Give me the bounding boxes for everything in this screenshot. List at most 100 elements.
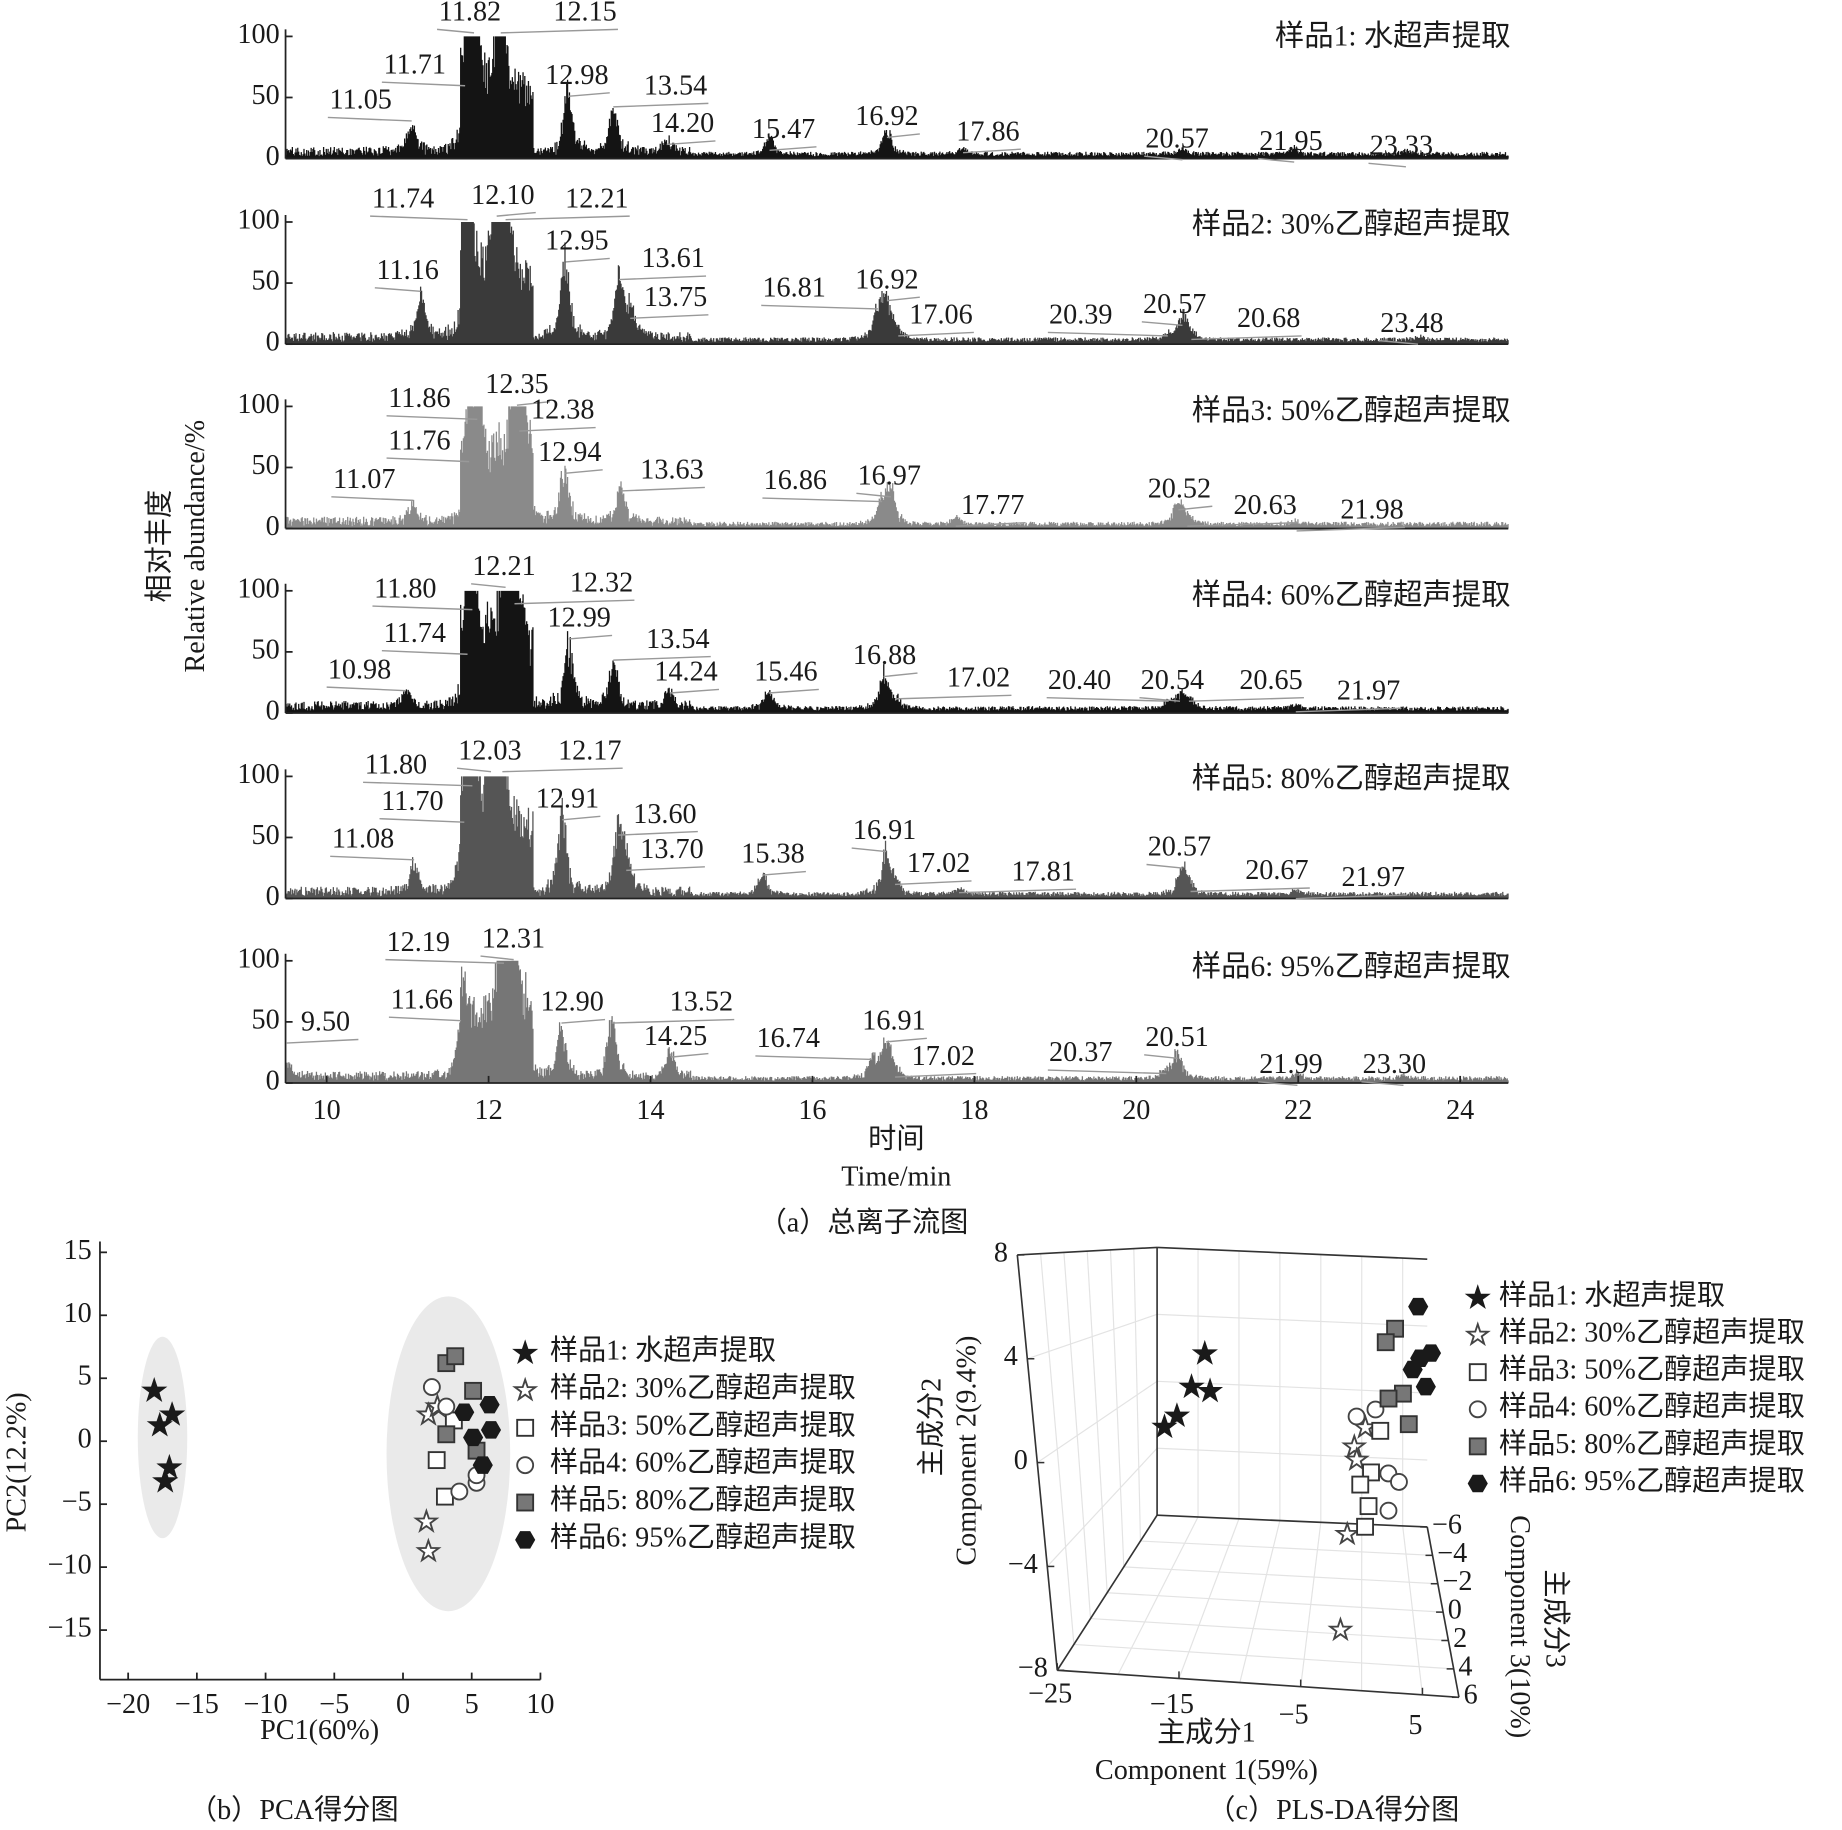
sample-title: 样品6: 95%乙醇超声提取 (1192, 950, 1511, 983)
peak-label: 17.02 (947, 663, 1010, 694)
peak-label: 11.82 (439, 0, 501, 28)
panel-a-caption: （a）总离子流图 (759, 1207, 969, 1239)
data-point (1163, 1402, 1191, 1428)
peak-label: 20.68 (1237, 303, 1300, 334)
y-tick-label: −15 (48, 1613, 92, 1644)
data-point (1327, 1616, 1354, 1642)
x-tick-label: 20 (1122, 1095, 1150, 1126)
data-point (1196, 1377, 1224, 1403)
grid-line (1123, 1566, 1438, 1585)
legend-label: 样品4: 60%乙醇超声提取 (550, 1447, 856, 1479)
grid-line (1090, 1617, 1449, 1642)
peak-label: 12.32 (570, 567, 633, 598)
y-tick-label: 50 (252, 820, 280, 851)
y-tick-label: 50 (252, 450, 280, 481)
back-floor-edge (1157, 1514, 1428, 1528)
peak-leader-line (883, 672, 918, 678)
chromatogram-sample-4: 100 50 0 样品4: 60%乙醇超声提取 10.98 11.74 11.80 12.21… (237, 551, 1510, 726)
peak-leader-line (958, 888, 1077, 894)
peak-leader-line (762, 497, 883, 503)
peak-leader-line (502, 767, 623, 773)
peak-leader-line (1296, 526, 1405, 532)
peak-label: 20.57 (1148, 832, 1211, 863)
y-tick-label: 0 (266, 327, 280, 358)
peak-leader-line (1295, 894, 1407, 900)
peak-label: 11.66 (391, 984, 453, 1015)
x-tick-label: −5 (1279, 1700, 1309, 1731)
data-point (437, 1425, 456, 1444)
peak-label: 21.95 (1259, 126, 1322, 157)
grid-line (1063, 1252, 1092, 1619)
data-point (146, 1411, 173, 1437)
legend-label: 样品1: 水超声提取 (1499, 1279, 1725, 1311)
peak-label: 20.65 (1239, 665, 1302, 696)
peak-label: 21.97 (1337, 675, 1400, 706)
peak-label: 12.03 (458, 735, 521, 766)
grid-line (1133, 1248, 1142, 1542)
y-tick-label: 4 (1004, 1341, 1018, 1372)
peak-label: 20.39 (1049, 300, 1112, 331)
x-tick-label: 0 (396, 1689, 410, 1720)
y-axis-title-en: Component 2(9.4%) (952, 1336, 983, 1566)
grid-line (1157, 1447, 1428, 1461)
data-point (1151, 1413, 1178, 1439)
data-point (1366, 1400, 1385, 1419)
peak-leader-line (1139, 697, 1181, 702)
peak-leader-line (955, 521, 1026, 527)
peak-label: 16.92 (855, 264, 918, 295)
peak-leader-line (286, 1038, 359, 1044)
data-point (1386, 1319, 1405, 1338)
panel-c-caption: （c）PLS-DA得分图 (1207, 1794, 1459, 1826)
grid-line (1073, 1643, 1454, 1670)
peak-label: 12.10 (471, 180, 534, 211)
data-point (464, 1381, 483, 1400)
data-point (1356, 1517, 1374, 1536)
peak-leader-line (613, 655, 711, 661)
peak-label: 12.21 (565, 183, 628, 214)
peak-label: 12.38 (531, 395, 594, 426)
peak-leader-line (1191, 335, 1302, 341)
sample-title: 样品5: 80%乙醇超声提取 (1192, 762, 1511, 795)
x-tick-label: 10 (526, 1689, 554, 1720)
y-tick-label: 10 (64, 1298, 92, 1329)
pca-series-4 (422, 1378, 486, 1501)
component1-axis (1057, 1669, 1460, 1699)
legend-marker (1464, 1321, 1491, 1347)
peak-label: 11.86 (388, 383, 450, 414)
x-tick-label: −10 (244, 1689, 288, 1720)
chromatogram-sample-5: 100 50 0 样品5: 80%乙醇超声提取 11.08 11.70 11.80 12.03… (237, 735, 1510, 912)
peak-label: 23.33 (1370, 130, 1433, 161)
x-tick-label: −25 (1028, 1679, 1072, 1710)
legend-marker (1468, 1437, 1487, 1456)
y-tick-label: 8 (994, 1237, 1008, 1268)
data-point (1359, 1497, 1378, 1516)
peak-label: 12.94 (538, 437, 601, 468)
peak-label: 15.46 (754, 657, 817, 688)
data-point (1376, 1333, 1395, 1352)
y-tick-label: 100 (237, 389, 279, 420)
data-point (1191, 1339, 1218, 1365)
y-tick-label: 0 (266, 1065, 280, 1096)
peak-leader-line (962, 148, 1021, 154)
peak-leader-line (1190, 887, 1310, 893)
peak-leader-line (327, 116, 412, 122)
y-tick-label: 100 (237, 759, 279, 790)
confidence-ellipse (386, 1296, 511, 1612)
pca-series-6 (454, 1395, 502, 1474)
peak-label: 17.86 (956, 116, 1019, 147)
peak-label: 20.57 (1145, 123, 1208, 154)
peak-leader-line (480, 955, 514, 961)
pca-series-5 (437, 1347, 486, 1460)
peak-leader-line (1368, 162, 1406, 168)
data-point (1371, 1421, 1390, 1440)
peak-label: 20.51 (1145, 1022, 1208, 1053)
plsda-series-3 (1351, 1421, 1390, 1536)
data-point (472, 1456, 493, 1474)
x-tick-label: 14 (636, 1095, 664, 1126)
peak-leader-line (370, 215, 468, 221)
peak-leader-line (1258, 1081, 1298, 1087)
y-axis-title-cn: 相对丰度 (144, 490, 176, 603)
pca-series-3 (427, 1411, 463, 1506)
peak-leader-line (1295, 707, 1402, 713)
